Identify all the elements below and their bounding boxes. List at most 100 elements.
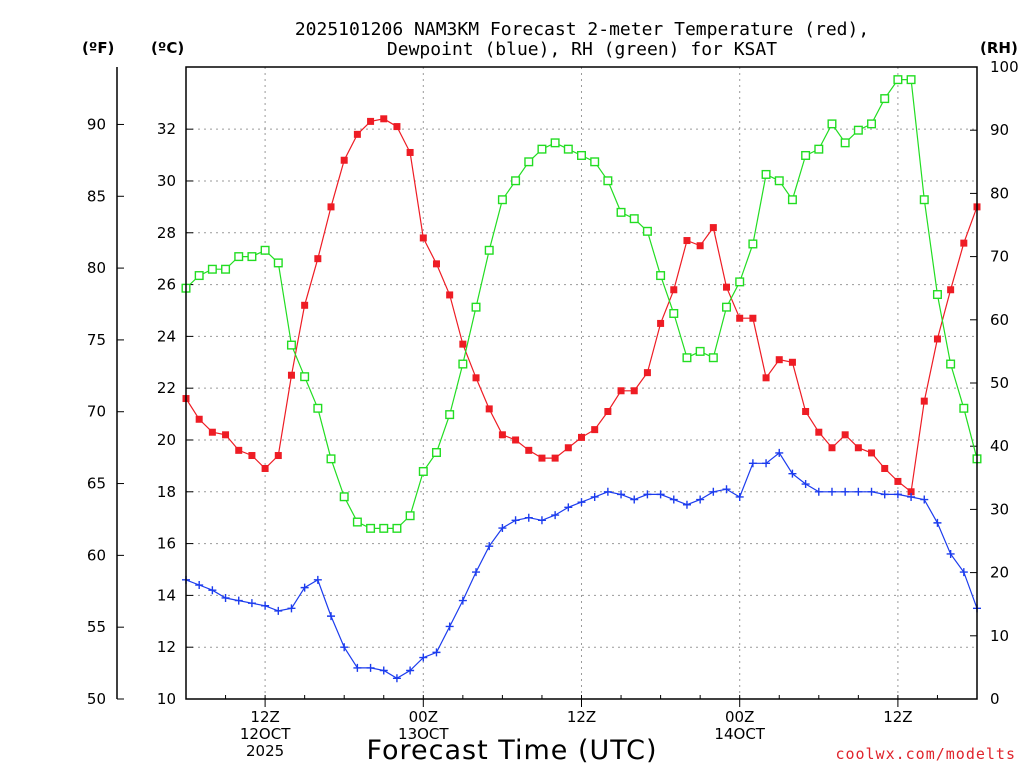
- rh-point: [471, 302, 481, 312]
- dewpoint-point: [313, 575, 322, 584]
- rh-point: [880, 94, 890, 104]
- celsius-tick-label: 24: [157, 327, 176, 345]
- rh-point: [405, 511, 415, 521]
- rh-point: [313, 403, 323, 413]
- dewpoint-point: [234, 596, 243, 605]
- dewpoint-point: [762, 459, 771, 468]
- dewpoint-point: [880, 490, 889, 499]
- 2-meter-temperature-point: [802, 407, 810, 415]
- rh-point: [735, 277, 745, 287]
- rh-tick-label: 40: [990, 437, 1009, 455]
- rh-point: [919, 195, 929, 205]
- dewpoint-point: [327, 612, 336, 621]
- dewpoint-point: [498, 524, 507, 533]
- dewpoint-point: [287, 604, 296, 613]
- 2-meter-temperature-point: [459, 340, 467, 348]
- rh-point: [511, 176, 521, 186]
- dewpoint-series: [182, 448, 981, 683]
- 2-meter-temperature-point: [815, 428, 823, 436]
- 2-meter-temperature-point: [564, 444, 572, 452]
- fahrenheit-axis: 50 55 60 65 70 75 80 85 90: [87, 67, 124, 708]
- rh-point: [524, 157, 534, 167]
- rh-point: [642, 226, 652, 236]
- 2-meter-temperature-point: [195, 415, 203, 423]
- rh-point: [695, 346, 705, 356]
- rh-point: [946, 359, 956, 369]
- 2-meter-temperature-point: [828, 444, 836, 452]
- dewpoint-point: [814, 487, 823, 496]
- rh-point: [932, 290, 942, 300]
- 2-meter-temperature-point: [709, 224, 717, 232]
- 2-meter-temperature-point: [749, 314, 757, 322]
- rh-point: [801, 150, 811, 160]
- celsius-tick-label: 22: [157, 379, 176, 397]
- dewpoint-point: [472, 568, 481, 577]
- rh-unit-label: (RH): [980, 39, 1018, 57]
- rh-point: [814, 144, 824, 154]
- celsius-tick-label: 10: [157, 690, 176, 708]
- rh-point: [748, 239, 758, 249]
- rh-point: [616, 207, 626, 217]
- dewpoint-point: [577, 498, 586, 507]
- dewpoint-point: [353, 663, 362, 672]
- dewpoint-point: [893, 490, 902, 499]
- 2-meter-temperature-point: [670, 286, 678, 294]
- time-tick-label: 13OCT: [398, 725, 449, 743]
- rh-point: [273, 258, 283, 268]
- celsius-tick-label: 12: [157, 638, 176, 656]
- 2-meter-temperature-point: [894, 477, 902, 485]
- x-axis-title: Forecast Time (UTC): [366, 735, 657, 766]
- 2-meter-temperature-point: [657, 319, 665, 327]
- rh-tick-label: 60: [990, 311, 1009, 329]
- 2-meter-temperature-point: [393, 123, 401, 131]
- 2-meter-temperature-point: [274, 452, 282, 460]
- rh-point: [893, 75, 903, 85]
- 2-meter-temperature-point: [683, 237, 691, 245]
- rh-point: [300, 372, 310, 382]
- rh-series: [181, 75, 982, 533]
- 2-meter-temperature-point: [301, 301, 309, 309]
- rh-point: [497, 195, 507, 205]
- 2-meter-temperature-point: [340, 156, 348, 164]
- dewpoint-point: [432, 648, 441, 657]
- 2-meter-temperature-point: [960, 239, 968, 247]
- 2-meter-temperature-point: [736, 314, 744, 322]
- dewpoint-point: [564, 503, 573, 512]
- celsius-tick-label: 26: [157, 276, 176, 294]
- 2-meter-temperature-point: [498, 431, 506, 439]
- 2-meter-temperature-point: [261, 464, 269, 472]
- chart-title-line-1: 2025101206 NAM3KM Forecast 2-meter Tempe…: [295, 19, 869, 40]
- celsius-tick-label: 20: [157, 431, 176, 449]
- dewpoint-point: [340, 643, 349, 652]
- dewpoint-point: [709, 487, 718, 496]
- rh-axis: 0 10 20 30 40 50 60 70 80 90 100: [970, 58, 1019, 708]
- 2-meter-temperature-point: [775, 356, 783, 364]
- rh-tick-label: 80: [990, 184, 1009, 202]
- dewpoint-point: [643, 490, 652, 499]
- 2-meter-temperature-point: [881, 464, 889, 472]
- 2-meter-temperature-point: [432, 260, 440, 268]
- rh-point: [379, 523, 389, 533]
- rh-point: [959, 403, 969, 413]
- dewpoint-point: [366, 663, 375, 672]
- rh-point: [906, 75, 916, 85]
- rh-point: [458, 359, 468, 369]
- rh-point: [392, 523, 402, 533]
- 2-meter-temperature-point: [327, 203, 335, 211]
- rh-point: [366, 523, 376, 533]
- fahrenheit-tick-label: 90: [87, 115, 106, 133]
- 2-meter-temperature-point: [841, 431, 849, 439]
- series-layer: [181, 75, 982, 683]
- rh-point: [431, 448, 441, 458]
- rh-point: [550, 138, 560, 148]
- dewpoint-point: [419, 653, 428, 662]
- rh-point: [445, 410, 455, 420]
- rh-point: [827, 119, 837, 129]
- dewpoint-point: [959, 568, 968, 577]
- fahrenheit-tick-label: 80: [87, 259, 106, 277]
- credit-link[interactable]: coolwx.com/modelts: [835, 745, 1016, 763]
- fahrenheit-tick-label: 65: [87, 475, 106, 493]
- dewpoint-point: [274, 606, 283, 615]
- 2-meter-temperature-point: [630, 387, 638, 395]
